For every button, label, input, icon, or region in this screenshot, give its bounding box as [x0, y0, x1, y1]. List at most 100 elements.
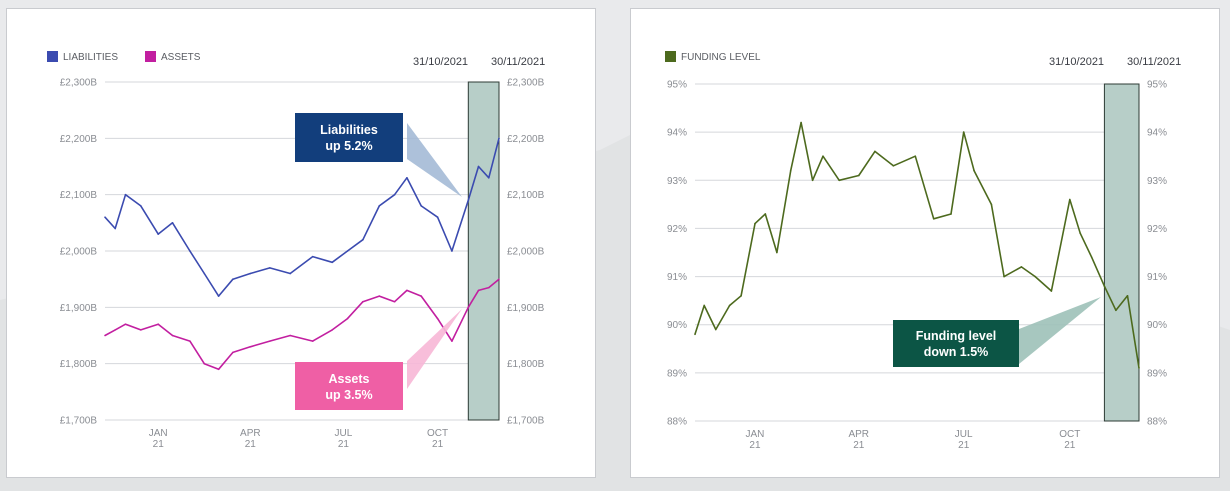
data-point — [822, 155, 824, 158]
legend-swatch-assets — [145, 51, 156, 62]
y-tick-label-left: £2,300B — [60, 78, 98, 89]
y-tick-label-left: 95% — [667, 80, 687, 91]
data-point — [477, 165, 480, 168]
data-point — [776, 251, 778, 254]
data-point — [1079, 232, 1081, 235]
data-point — [857, 174, 860, 177]
data-point — [728, 304, 731, 307]
y-tick-label-right: 95% — [1147, 80, 1167, 91]
y-tick-label-left: 92% — [667, 224, 687, 235]
y-tick-label-left: £1,700B — [60, 416, 98, 427]
data-point — [378, 205, 381, 207]
assets-callout-pointer — [407, 309, 462, 389]
x-tick-label-month: APR — [848, 429, 869, 440]
data-point — [498, 137, 500, 140]
data-point — [1020, 266, 1023, 268]
data-point — [1126, 295, 1129, 297]
data-point — [703, 304, 706, 307]
data-point — [1103, 285, 1106, 288]
data-point — [467, 199, 470, 202]
data-point — [311, 340, 314, 342]
data-point — [311, 255, 314, 258]
data-point — [114, 227, 117, 230]
data-point — [892, 165, 895, 167]
data-point — [694, 333, 696, 336]
y-tick-label-left: £1,800B — [60, 359, 98, 370]
data-point — [1138, 367, 1140, 369]
y-tick-label-right: £2,000B — [507, 247, 545, 258]
funding-callout — [893, 320, 1019, 367]
data-point — [467, 306, 470, 309]
y-tick-label-right: 89% — [1147, 368, 1167, 379]
x-tick-label-month: JAN — [149, 428, 168, 439]
data-point — [811, 179, 814, 182]
data-point — [217, 295, 220, 297]
y-tick-label-right: 90% — [1147, 320, 1167, 331]
data-point — [740, 295, 742, 297]
data-point — [714, 328, 717, 331]
data-point — [189, 250, 191, 252]
y-tick-label-left: 90% — [667, 320, 687, 331]
funding-callout-line1: Funding level — [916, 329, 997, 343]
data-point — [289, 272, 292, 275]
data-point — [874, 150, 876, 153]
y-tick-label-left: 94% — [667, 128, 687, 139]
data-point — [393, 300, 396, 303]
data-point — [331, 261, 333, 264]
legend-label-funding-level: FUNDING LEVEL — [681, 52, 761, 63]
data-point — [217, 368, 220, 371]
data-point — [157, 233, 160, 235]
data-point — [203, 272, 206, 275]
y-tick-label-right: 94% — [1147, 128, 1167, 139]
date-label-start: 31/10/2021 — [413, 56, 468, 68]
date-label-end: 30/11/2021 — [1127, 56, 1181, 68]
data-point — [346, 250, 349, 252]
data-point — [104, 334, 106, 337]
data-point — [289, 334, 292, 337]
data-point — [362, 238, 364, 241]
y-tick-label-right: 88% — [1147, 417, 1167, 428]
y-tick-label-left: 91% — [667, 272, 687, 283]
funding-callout-line2: down 1.5% — [924, 345, 989, 359]
data-point — [973, 169, 975, 172]
assets-callout-line2: up 3.5% — [325, 388, 372, 402]
data-point — [800, 121, 802, 124]
data-point — [362, 300, 364, 303]
x-tick-label-year: 21 — [432, 439, 444, 450]
data-point — [393, 193, 396, 196]
x-tick-label-year: 21 — [853, 440, 865, 451]
data-point — [962, 131, 965, 133]
data-point — [436, 317, 439, 320]
data-point — [1050, 290, 1053, 292]
data-point — [249, 345, 252, 348]
x-tick-label-month: JAN — [746, 429, 765, 440]
y-tick-label-left: 89% — [667, 368, 687, 379]
liabilities-assets-chart-panel: £2,300B £2,200B £2,100B £2,000B £1,900B £1,80… — [6, 8, 596, 478]
data-point — [932, 218, 935, 220]
data-point — [189, 340, 191, 342]
data-point — [124, 193, 127, 196]
x-tick-label-month: JUL — [335, 428, 353, 439]
assets-callout-line1: Assets — [329, 372, 370, 386]
x-tick-label-month: JUL — [955, 429, 973, 440]
data-point — [268, 267, 271, 269]
data-point — [789, 169, 792, 172]
data-point — [378, 295, 381, 297]
data-point — [406, 176, 408, 179]
legend-swatch-funding-level — [665, 51, 676, 62]
data-point — [232, 278, 234, 280]
x-tick-label-year: 21 — [958, 440, 970, 451]
data-point — [990, 203, 993, 206]
data-point — [171, 334, 174, 337]
data-point — [754, 222, 756, 225]
data-point — [124, 323, 127, 326]
data-point — [950, 213, 952, 215]
y-tick-label-right: £1,900B — [507, 303, 545, 314]
data-point — [420, 205, 423, 207]
y-tick-label-right: 91% — [1147, 272, 1167, 283]
data-point — [436, 216, 439, 218]
liabilities-callout-line1: Liabilities — [320, 123, 378, 137]
data-point — [203, 362, 206, 365]
data-point — [157, 323, 160, 326]
liabilities-callout — [295, 113, 403, 162]
